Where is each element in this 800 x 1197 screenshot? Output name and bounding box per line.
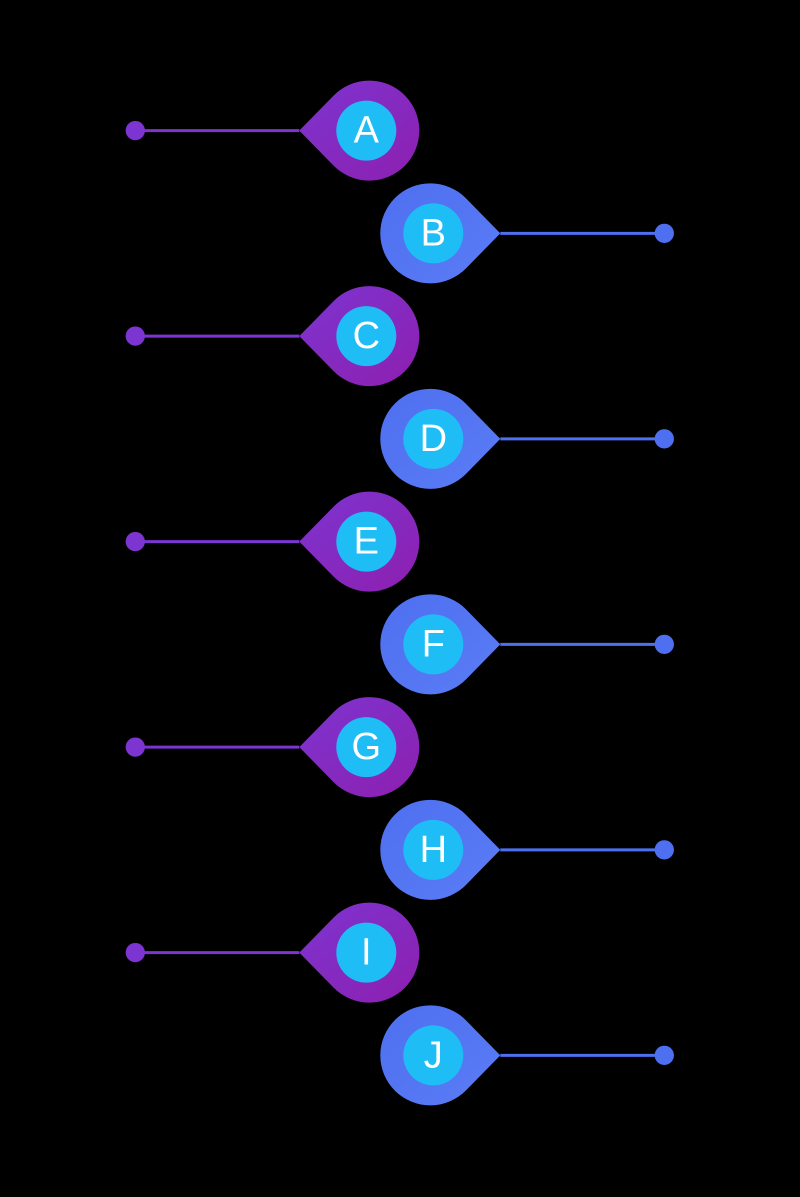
svg-text:G: G bbox=[352, 726, 382, 768]
svg-text:I: I bbox=[361, 932, 372, 974]
svg-text:A: A bbox=[354, 110, 380, 152]
svg-text:E: E bbox=[354, 521, 379, 563]
svg-text:J: J bbox=[424, 1034, 443, 1076]
svg-text:H: H bbox=[420, 829, 447, 871]
svg-text:D: D bbox=[420, 418, 447, 460]
svg-text:C: C bbox=[353, 315, 380, 357]
svg-text:B: B bbox=[421, 212, 446, 254]
svg-text:F: F bbox=[422, 623, 445, 665]
